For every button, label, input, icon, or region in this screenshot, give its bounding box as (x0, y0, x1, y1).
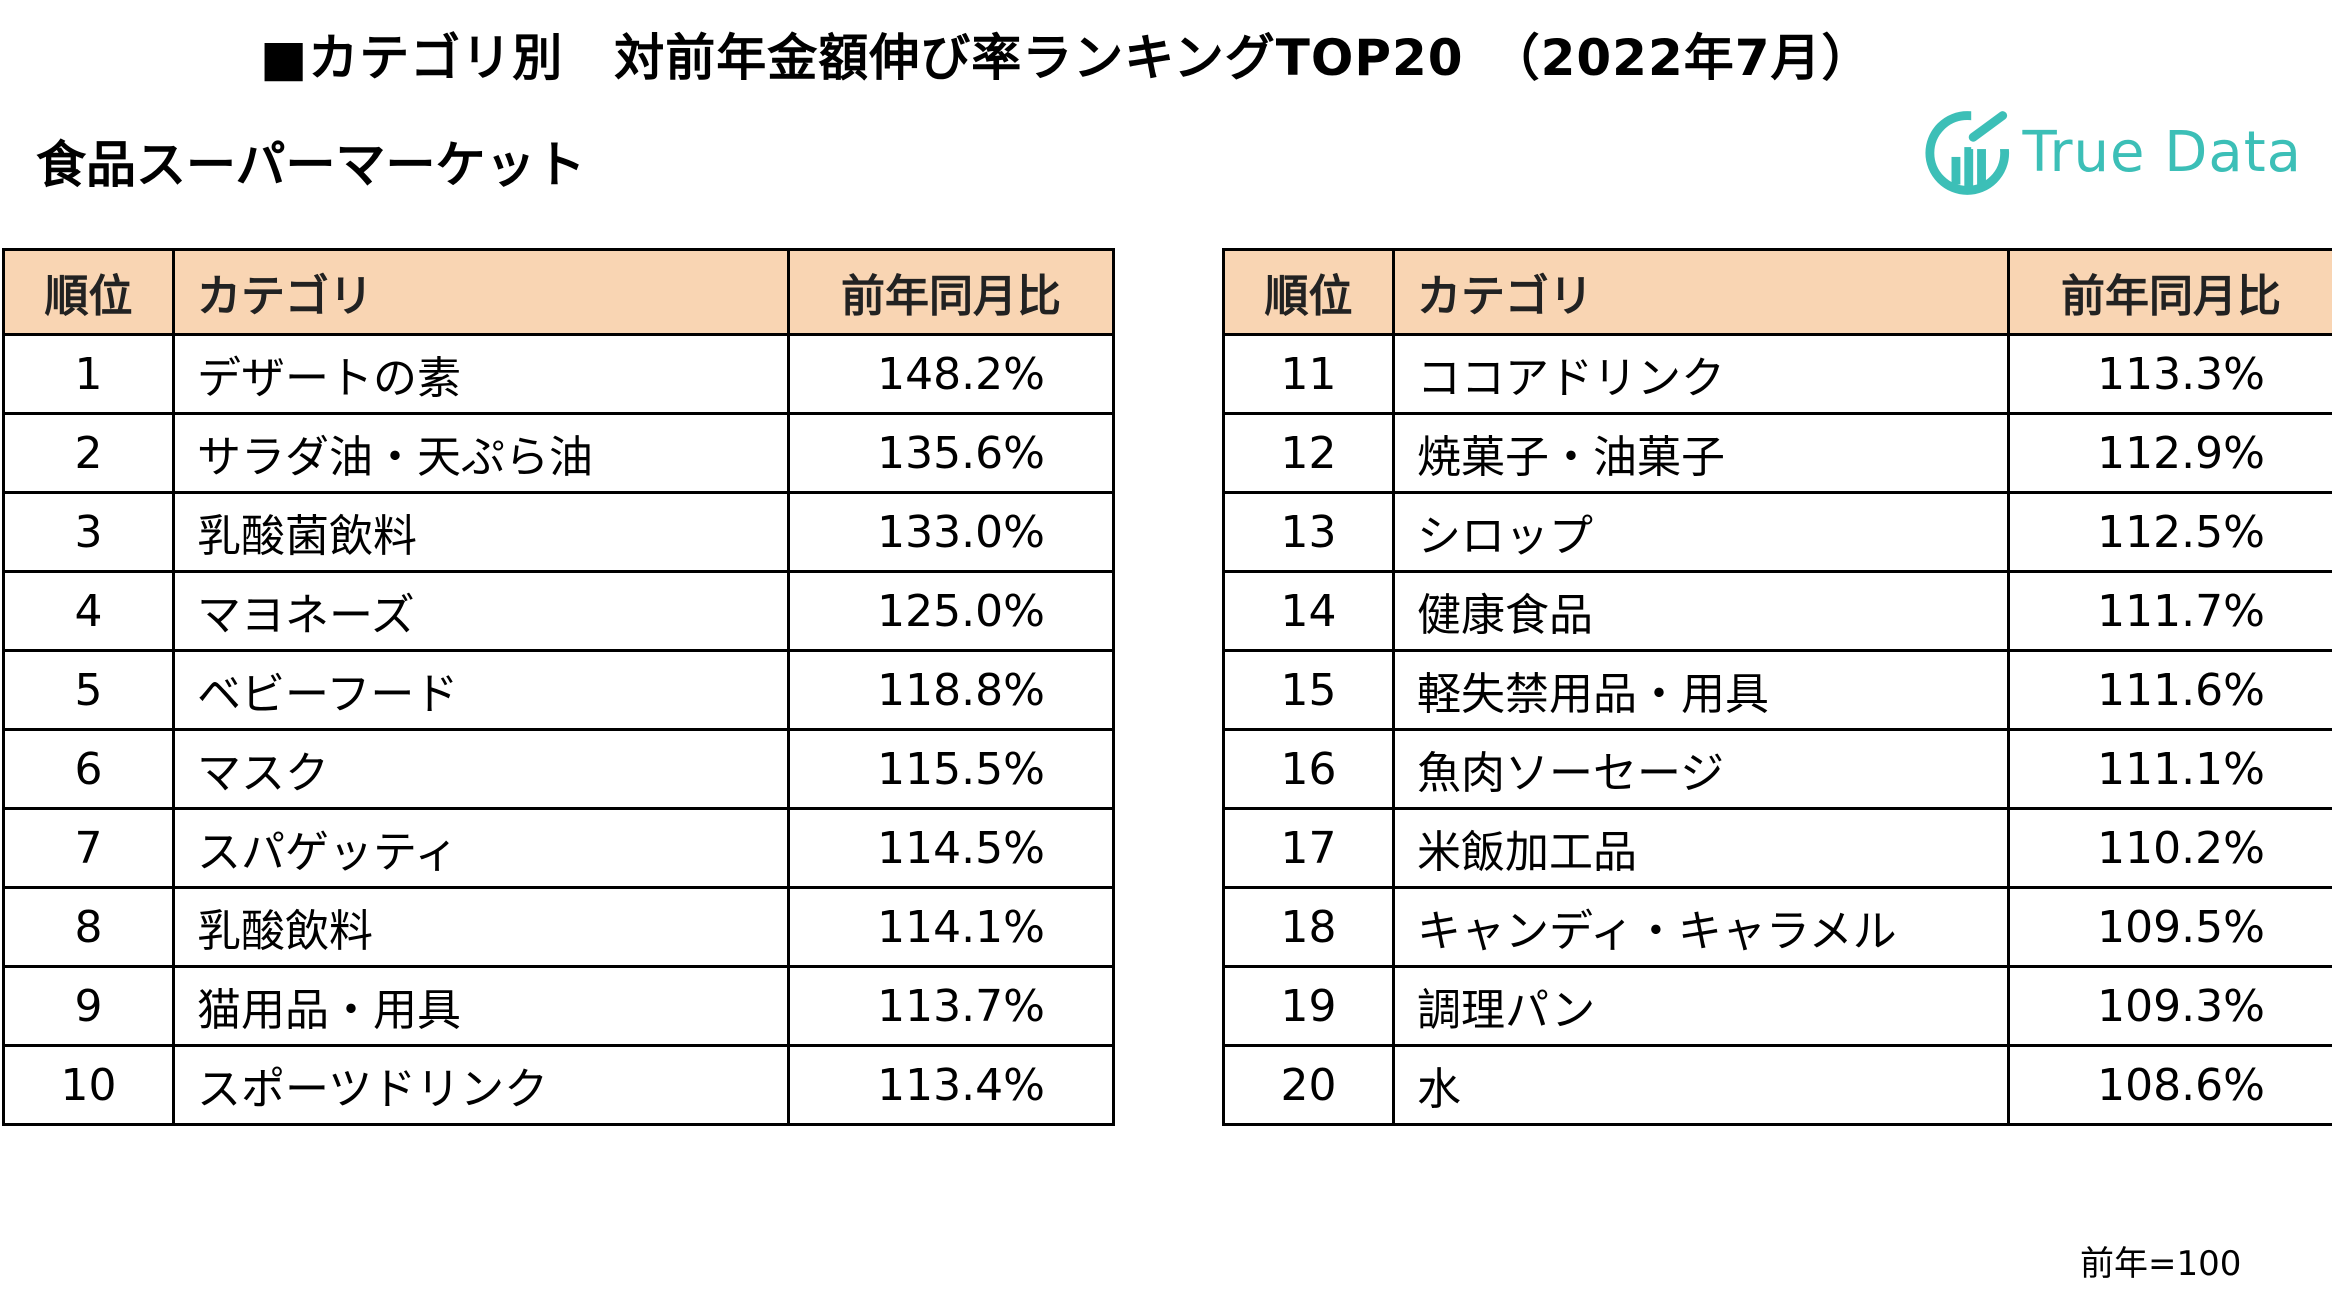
category-cell: 軽失禁用品・用具 (1392, 649, 2010, 731)
header-rank: 順位 (1222, 248, 1395, 336)
category-cell: 健康食品 (1392, 570, 2010, 652)
table-row: 18 キャンディ・キャラメル 109.5% (1222, 886, 2332, 968)
ranking-table-right: 順位 カテゴリ 前年同月比 11 ココアドリンク 113.3% 12 焼菓子・油菓子 11… (1222, 248, 2332, 1126)
table-row: 11 ココアドリンク 113.3% (1222, 333, 2332, 415)
rank-cell: 1 (2, 333, 175, 415)
header-rank: 順位 (2, 248, 175, 336)
table-row: 10 スポーツドリンク 113.4% (2, 1044, 1115, 1126)
table-row: 2 サラダ油・天ぷら油 135.6% (2, 412, 1115, 494)
rank-cell: 5 (2, 649, 175, 731)
rank-cell: 11 (1222, 333, 1395, 415)
ratio-cell: 118.8% (787, 649, 1115, 731)
logo-text: True Data (2022, 120, 2302, 185)
footnote: 前年=100 (2080, 1244, 2242, 1284)
rank-cell: 7 (2, 807, 175, 889)
ratio-cell: 148.2% (787, 333, 1115, 415)
page-subtitle: 食品スーパーマーケット (36, 136, 586, 194)
table-row: 8 乳酸飲料 114.1% (2, 886, 1115, 968)
rank-cell: 20 (1222, 1044, 1395, 1126)
ratio-cell: 112.9% (2007, 412, 2332, 494)
category-cell: デザートの素 (172, 333, 790, 415)
ratio-cell: 114.5% (787, 807, 1115, 889)
header-ratio: 前年同月比 (2007, 248, 2332, 336)
category-cell: ココアドリンク (1392, 333, 2010, 415)
category-cell: 乳酸菌飲料 (172, 491, 790, 573)
category-cell: 水 (1392, 1044, 2010, 1126)
ratio-cell: 115.5% (787, 728, 1115, 810)
ratio-cell: 113.4% (787, 1044, 1115, 1126)
truedata-logo: True Data (1922, 105, 2302, 200)
category-cell: シロップ (1392, 491, 2010, 573)
table-row: 20 水 108.6% (1222, 1044, 2332, 1126)
table-row: 5 ベビーフード 118.8% (2, 649, 1115, 731)
category-cell: マヨネーズ (172, 570, 790, 652)
table-row: 4 マヨネーズ 125.0% (2, 570, 1115, 652)
category-cell: スパゲッティ (172, 807, 790, 889)
ratio-cell: 110.2% (2007, 807, 2332, 889)
ratio-cell: 109.3% (2007, 965, 2332, 1047)
ratio-cell: 111.7% (2007, 570, 2332, 652)
table-row: 1 デザートの素 148.2% (2, 333, 1115, 415)
table-row: 12 焼菓子・油菓子 112.9% (1222, 412, 2332, 494)
table-row: 3 乳酸菌飲料 133.0% (2, 491, 1115, 573)
ratio-cell: 125.0% (787, 570, 1115, 652)
category-cell: キャンディ・キャラメル (1392, 886, 2010, 968)
rank-cell: 4 (2, 570, 175, 652)
ratio-cell: 114.1% (787, 886, 1115, 968)
rank-cell: 10 (2, 1044, 175, 1126)
rank-cell: 18 (1222, 886, 1395, 968)
rank-cell: 12 (1222, 412, 1395, 494)
table-row: 13 シロップ 112.5% (1222, 491, 2332, 573)
table-row: 16 魚肉ソーセージ 111.1% (1222, 728, 2332, 810)
header-category: カテゴリ (1392, 248, 2010, 336)
header-ratio: 前年同月比 (787, 248, 1115, 336)
ratio-cell: 112.5% (2007, 491, 2332, 573)
bar-chart-logo-icon (1925, 109, 2011, 195)
ratio-cell: 108.6% (2007, 1044, 2332, 1126)
category-cell: 米飯加工品 (1392, 807, 2010, 889)
table-row: 19 調理パン 109.3% (1222, 965, 2332, 1047)
category-cell: サラダ油・天ぷら油 (172, 412, 790, 494)
category-cell: 乳酸飲料 (172, 886, 790, 968)
category-cell: 魚肉ソーセージ (1392, 728, 2010, 810)
category-cell: マスク (172, 728, 790, 810)
rank-cell: 9 (2, 965, 175, 1047)
ratio-cell: 113.3% (2007, 333, 2332, 415)
table-row: 6 マスク 115.5% (2, 728, 1115, 810)
table-row: 14 健康食品 111.7% (1222, 570, 2332, 652)
table-header-row: 順位 カテゴリ 前年同月比 (2, 248, 1115, 336)
rank-cell: 14 (1222, 570, 1395, 652)
rank-cell: 16 (1222, 728, 1395, 810)
category-cell: ベビーフード (172, 649, 790, 731)
category-cell: 調理パン (1392, 965, 2010, 1047)
table-row: 17 米飯加工品 110.2% (1222, 807, 2332, 889)
ratio-cell: 135.6% (787, 412, 1115, 494)
table-row: 9 猫用品・用具 113.7% (2, 965, 1115, 1047)
table-header-row: 順位 カテゴリ 前年同月比 (1222, 248, 2332, 336)
page-title: ■カテゴリ別 対前年金額伸び率ランキングTOP20 （2022年7月） (260, 29, 1873, 87)
ratio-cell: 109.5% (2007, 886, 2332, 968)
category-cell: 焼菓子・油菓子 (1392, 412, 2010, 494)
rank-cell: 15 (1222, 649, 1395, 731)
category-cell: スポーツドリンク (172, 1044, 790, 1126)
rank-cell: 2 (2, 412, 175, 494)
category-cell: 猫用品・用具 (172, 965, 790, 1047)
ratio-cell: 111.1% (2007, 728, 2332, 810)
ratio-cell: 133.0% (787, 491, 1115, 573)
table-row: 15 軽失禁用品・用具 111.6% (1222, 649, 2332, 731)
ratio-cell: 111.6% (2007, 649, 2332, 731)
rank-cell: 13 (1222, 491, 1395, 573)
rank-cell: 8 (2, 886, 175, 968)
rank-cell: 3 (2, 491, 175, 573)
rank-cell: 19 (1222, 965, 1395, 1047)
table-row: 7 スパゲッティ 114.5% (2, 807, 1115, 889)
rank-cell: 6 (2, 728, 175, 810)
header-category: カテゴリ (172, 248, 790, 336)
ranking-table-left: 順位 カテゴリ 前年同月比 1 デザートの素 148.2% 2 サラダ油・天ぷら油 135… (2, 248, 1115, 1126)
ratio-cell: 113.7% (787, 965, 1115, 1047)
rank-cell: 17 (1222, 807, 1395, 889)
